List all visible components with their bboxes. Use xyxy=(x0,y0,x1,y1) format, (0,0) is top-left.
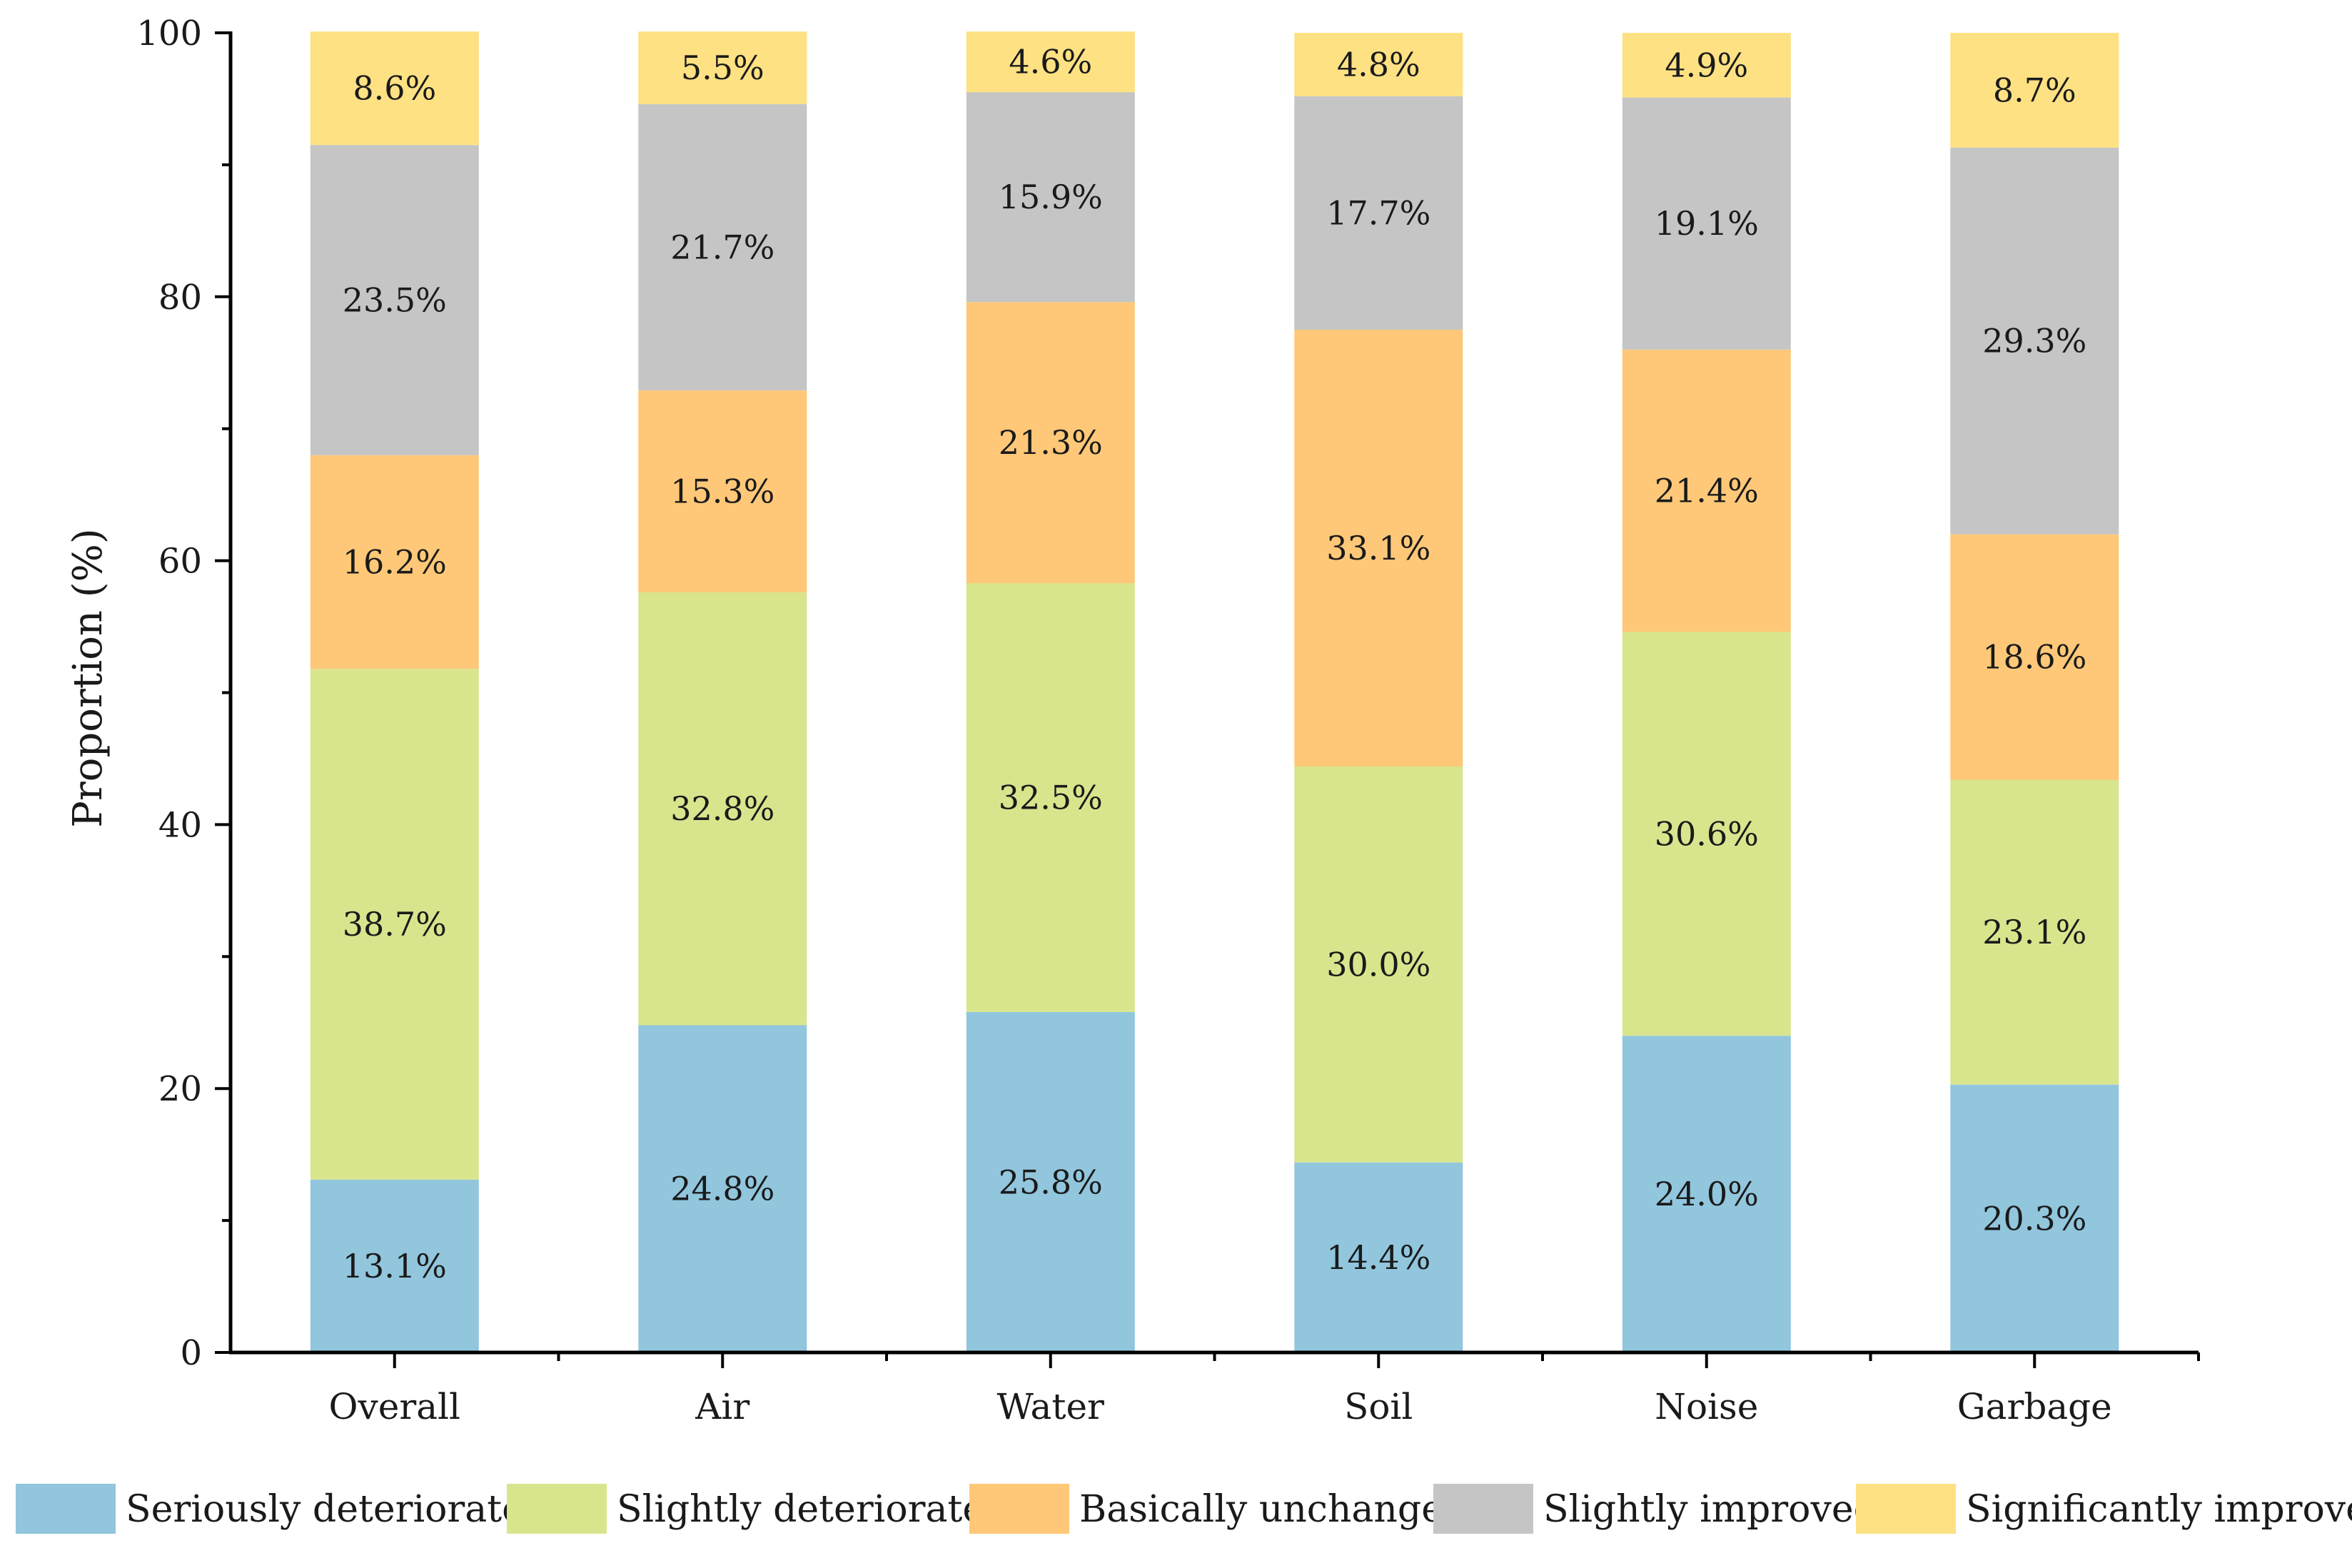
bar-soil-slightly-improved xyxy=(1294,96,1463,330)
data-label-water-slightly-deteriorated: 32.5% xyxy=(999,779,1103,817)
data-label-garbage-significantly-improved: 8.7% xyxy=(1993,71,2076,109)
y-tick-label-80: 80 xyxy=(158,278,202,318)
data-label-noise-significantly-improved: 4.9% xyxy=(1665,46,1748,84)
legend-swatch-seriously-deteriorated xyxy=(16,1484,116,1534)
bar-garbage-basically-unchanged xyxy=(1950,534,2119,780)
bar-overall-slightly-deteriorated xyxy=(310,669,479,1180)
data-label-soil-significantly-improved: 4.8% xyxy=(1337,45,1420,84)
bar-water-slightly-deteriorated xyxy=(966,583,1135,1012)
bar-water-significantly-improved xyxy=(966,31,1135,93)
y-tick-label-0: 0 xyxy=(180,1333,202,1373)
data-label-soil-slightly-deteriorated: 30.0% xyxy=(1326,945,1430,983)
data-label-overall-significantly-improved: 8.6% xyxy=(353,69,436,108)
x-tick-label-garbage: Garbage xyxy=(1957,1386,2112,1427)
bar-water-slightly-improved xyxy=(966,92,1135,303)
bar-air-significantly-improved xyxy=(638,31,807,104)
legend-swatch-slightly-improved xyxy=(1433,1484,1533,1534)
bar-soil-significantly-improved xyxy=(1294,33,1463,96)
bar-air-seriously-deteriorated xyxy=(638,1025,807,1352)
y-tick-label-20: 20 xyxy=(158,1069,202,1109)
y-tick-label-60: 60 xyxy=(158,542,202,582)
data-label-overall-slightly-deteriorated: 38.7% xyxy=(343,905,447,944)
data-label-garbage-slightly-improved: 29.3% xyxy=(1982,322,2086,360)
data-label-air-basically-unchanged: 15.3% xyxy=(670,472,774,511)
bar-soil-basically-unchanged xyxy=(1294,330,1463,767)
y-tick-label-40: 40 xyxy=(158,805,202,845)
bars-layer xyxy=(310,31,2119,1352)
legend: Seriously deteriorated Slightly deteriora… xyxy=(16,1484,2352,1534)
legend-label-significantly-improved: Significantly improved xyxy=(1966,1488,2352,1531)
data-label-soil-slightly-improved: 17.7% xyxy=(1326,193,1430,232)
bar-overall-basically-unchanged xyxy=(310,455,479,669)
data-label-soil-seriously-deteriorated: 14.4% xyxy=(1326,1238,1430,1277)
bar-noise-basically-unchanged xyxy=(1622,349,1791,632)
bar-garbage-seriously-deteriorated xyxy=(1950,1084,2119,1352)
legend-label-basically-unchanged: Basically unchanged xyxy=(1079,1488,1467,1531)
data-label-noise-seriously-deteriorated: 24.0% xyxy=(1655,1175,1759,1213)
data-label-water-seriously-deteriorated: 25.8% xyxy=(999,1163,1103,1202)
data-label-overall-seriously-deteriorated: 13.1% xyxy=(343,1247,447,1285)
legend-swatch-slightly-deteriorated xyxy=(507,1484,607,1534)
y-tick-label-100: 100 xyxy=(136,14,202,54)
legend-label-seriously-deteriorated: Seriously deteriorated xyxy=(126,1488,547,1531)
bar-noise-significantly-improved xyxy=(1622,33,1791,98)
data-label-noise-basically-unchanged: 21.4% xyxy=(1655,472,1759,510)
data-label-air-significantly-improved: 5.5% xyxy=(681,49,764,87)
axes-layer: 0 20 40 60 80 100 Overall Air Water Soil Noise Garb… xyxy=(136,14,2200,1427)
bar-air-slightly-improved xyxy=(638,103,807,391)
x-tick-label-water: Water xyxy=(997,1386,1105,1427)
data-label-noise-slightly-deteriorated: 30.6% xyxy=(1655,814,1759,853)
bar-soil-seriously-deteriorated xyxy=(1294,1162,1463,1352)
data-label-garbage-seriously-deteriorated: 20.3% xyxy=(1982,1199,2086,1238)
data-label-noise-slightly-improved: 19.1% xyxy=(1655,204,1759,243)
bar-garbage-significantly-improved xyxy=(1950,33,2119,148)
bar-overall-significantly-improved xyxy=(310,31,479,146)
x-tick-label-air: Air xyxy=(695,1386,749,1427)
bar-noise-seriously-deteriorated xyxy=(1622,1036,1791,1352)
bar-noise-slightly-improved xyxy=(1622,97,1791,350)
legend-swatch-basically-unchanged xyxy=(969,1484,1069,1534)
data-label-air-slightly-deteriorated: 32.8% xyxy=(670,789,774,828)
legend-label-slightly-improved: Slightly improved xyxy=(1543,1488,1877,1531)
data-label-water-slightly-improved: 15.9% xyxy=(999,178,1103,216)
legend-label-slightly-deteriorated: Slightly deteriorated xyxy=(617,1488,1008,1531)
data-label-soil-basically-unchanged: 33.1% xyxy=(1326,529,1430,567)
bar-air-basically-unchanged xyxy=(638,390,807,592)
data-label-air-seriously-deteriorated: 24.8% xyxy=(670,1170,774,1208)
data-label-air-slightly-improved: 21.7% xyxy=(670,228,774,267)
bar-overall-seriously-deteriorated xyxy=(310,1179,479,1352)
bar-noise-slightly-deteriorated xyxy=(1622,632,1791,1036)
data-label-overall-basically-unchanged: 16.2% xyxy=(343,542,447,581)
x-tick-label-overall: Overall xyxy=(328,1386,460,1427)
bar-air-slightly-deteriorated xyxy=(638,592,807,1026)
data-label-water-basically-unchanged: 21.3% xyxy=(999,423,1103,462)
bar-labels-layer: 13.1% 38.7% 16.2% 23.5% 8.6% 24.8% 32.8% 15.3% 2… xyxy=(343,43,2087,1285)
y-axis-title: Proportion (%) xyxy=(65,528,111,827)
bar-water-basically-unchanged xyxy=(966,302,1135,583)
bar-garbage-slightly-deteriorated xyxy=(1950,779,2119,1085)
bar-overall-slightly-improved xyxy=(310,145,479,455)
data-label-water-significantly-improved: 4.6% xyxy=(1009,43,1092,81)
bar-water-seriously-deteriorated xyxy=(966,1012,1135,1352)
x-tick-label-soil: Soil xyxy=(1344,1386,1413,1427)
data-label-overall-slightly-improved: 23.5% xyxy=(343,280,447,319)
bar-soil-slightly-deteriorated xyxy=(1294,767,1463,1163)
x-tick-label-noise: Noise xyxy=(1655,1386,1758,1427)
bar-garbage-slightly-improved xyxy=(1950,147,2119,535)
legend-swatch-significantly-improved xyxy=(1856,1484,1956,1534)
data-label-garbage-slightly-deteriorated: 23.1% xyxy=(1982,913,2086,951)
data-label-garbage-basically-unchanged: 18.6% xyxy=(1982,638,2086,677)
